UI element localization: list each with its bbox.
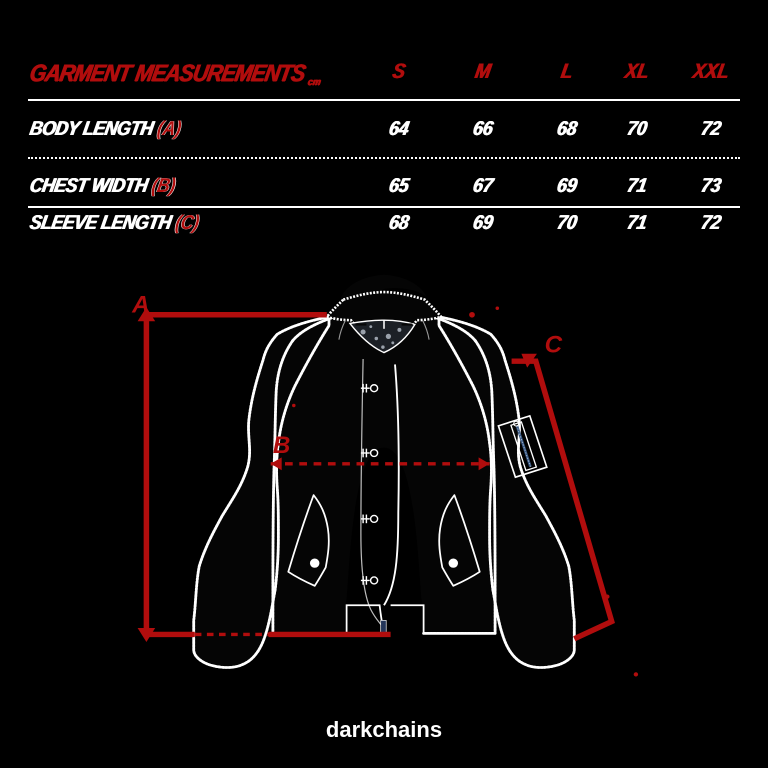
svg-text:C: C <box>545 332 563 359</box>
svg-text:A: A <box>131 292 149 319</box>
svg-text:B: B <box>273 432 290 459</box>
